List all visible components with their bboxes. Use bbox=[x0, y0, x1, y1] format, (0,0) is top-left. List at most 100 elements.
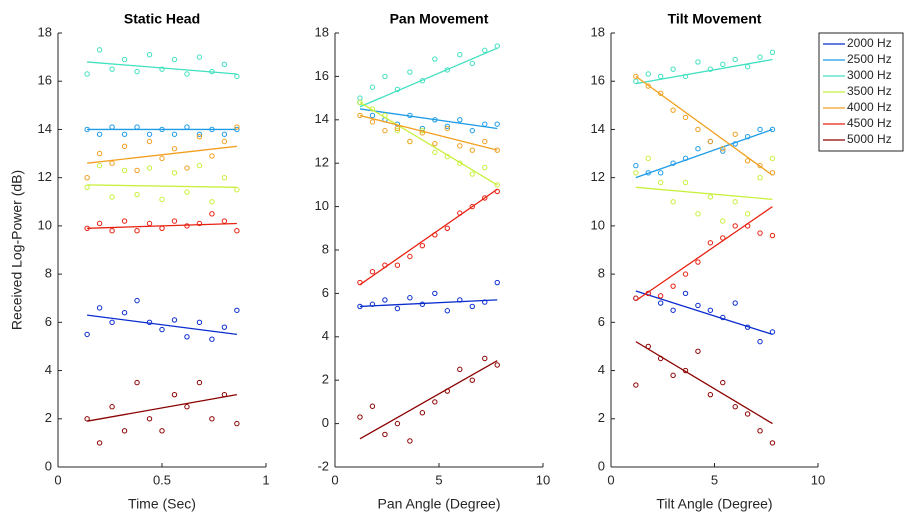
x-tick-label: 10 bbox=[811, 472, 825, 487]
point bbox=[732, 56, 738, 63]
point bbox=[720, 379, 726, 386]
point bbox=[109, 319, 115, 326]
point bbox=[221, 61, 228, 68]
legend-label: 3500 Hz bbox=[847, 84, 892, 98]
point bbox=[121, 167, 128, 174]
point bbox=[109, 194, 115, 200]
point bbox=[134, 167, 140, 174]
point bbox=[670, 199, 676, 205]
point bbox=[234, 124, 240, 130]
y-tick-label: 16 bbox=[591, 73, 605, 88]
point bbox=[196, 379, 203, 386]
point bbox=[645, 83, 651, 89]
y-tick-label: 2 bbox=[45, 410, 52, 425]
x-tick-label: 5 bbox=[435, 472, 442, 487]
y-tick-label: 0 bbox=[45, 458, 52, 473]
point bbox=[184, 404, 190, 410]
y-tick-label: 6 bbox=[45, 314, 52, 329]
y-tick-label: 18 bbox=[38, 24, 52, 39]
point bbox=[707, 66, 714, 72]
point bbox=[707, 307, 714, 313]
point bbox=[695, 211, 701, 217]
point bbox=[84, 331, 90, 338]
point bbox=[159, 326, 165, 333]
fit-line bbox=[635, 341, 773, 425]
x-tick-label: 1 bbox=[262, 472, 269, 487]
point bbox=[369, 119, 376, 125]
point bbox=[109, 66, 115, 72]
y-tick-label: 8 bbox=[598, 266, 605, 281]
point bbox=[382, 297, 388, 303]
point bbox=[757, 230, 763, 236]
point bbox=[444, 123, 451, 130]
point bbox=[769, 232, 776, 239]
y-tick-label: 8 bbox=[45, 266, 52, 281]
point bbox=[494, 182, 500, 188]
legend-label: 4500 Hz bbox=[847, 116, 892, 130]
point bbox=[221, 218, 228, 224]
point bbox=[134, 379, 140, 386]
x-axis-label: Tilt Angle (Degree) bbox=[656, 496, 772, 512]
point bbox=[394, 420, 401, 427]
point bbox=[209, 211, 215, 217]
point bbox=[469, 203, 475, 210]
y-tick-label: 4 bbox=[45, 362, 52, 377]
point bbox=[419, 301, 426, 307]
point bbox=[407, 295, 413, 301]
point bbox=[682, 73, 689, 80]
point bbox=[146, 416, 153, 422]
point bbox=[670, 66, 676, 72]
point bbox=[184, 124, 190, 130]
legend-label: 2500 Hz bbox=[847, 52, 892, 66]
point bbox=[633, 382, 639, 388]
point bbox=[720, 146, 726, 152]
point bbox=[184, 165, 190, 171]
point bbox=[394, 125, 401, 132]
point bbox=[419, 410, 426, 416]
point bbox=[657, 73, 664, 80]
point bbox=[96, 150, 103, 157]
point bbox=[171, 170, 178, 176]
point bbox=[357, 95, 363, 101]
point bbox=[146, 131, 153, 137]
point bbox=[184, 334, 190, 340]
point bbox=[196, 54, 203, 60]
point bbox=[732, 300, 738, 306]
fit-line bbox=[635, 75, 773, 176]
point bbox=[109, 228, 115, 234]
point bbox=[444, 308, 451, 314]
x-tick-label: 5 bbox=[711, 472, 718, 487]
point bbox=[494, 43, 500, 49]
point bbox=[732, 199, 738, 205]
point bbox=[482, 121, 488, 127]
fit-line bbox=[359, 360, 498, 440]
point bbox=[121, 143, 128, 150]
point bbox=[221, 324, 228, 330]
fit-line bbox=[359, 114, 498, 151]
legend-label: 5000 Hz bbox=[847, 132, 892, 146]
point bbox=[707, 240, 714, 246]
point bbox=[482, 47, 488, 54]
point bbox=[234, 73, 240, 80]
point bbox=[209, 199, 215, 205]
point bbox=[645, 71, 651, 77]
point bbox=[657, 300, 664, 306]
point bbox=[196, 162, 203, 169]
y-tick-label: 18 bbox=[315, 24, 329, 39]
chart-title: Pan Movement bbox=[390, 11, 489, 27]
point bbox=[134, 297, 140, 304]
point bbox=[171, 317, 178, 323]
point bbox=[96, 220, 103, 227]
point bbox=[171, 391, 178, 398]
point bbox=[670, 107, 676, 113]
point bbox=[109, 160, 115, 166]
point bbox=[96, 47, 103, 53]
point bbox=[196, 133, 203, 140]
point bbox=[482, 355, 488, 362]
point bbox=[357, 414, 363, 420]
point bbox=[769, 440, 776, 446]
y-tick-label: 18 bbox=[591, 24, 605, 39]
point bbox=[407, 69, 413, 75]
point bbox=[209, 336, 215, 342]
point bbox=[744, 411, 751, 417]
